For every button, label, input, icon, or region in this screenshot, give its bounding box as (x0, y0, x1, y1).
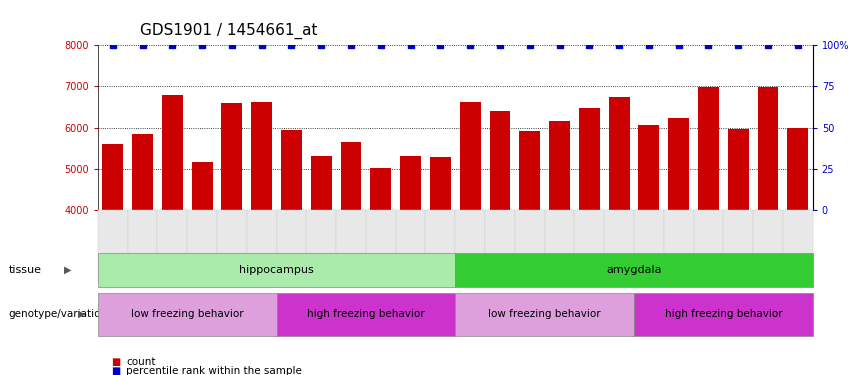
Bar (489, 111, 511, 210)
Bar (519, 131, 540, 210)
Bar (281, 130, 302, 210)
Bar (221, 103, 243, 210)
Bar (787, 128, 808, 210)
Text: genotype/variation: genotype/variation (9, 309, 107, 319)
Bar (668, 118, 689, 210)
Text: amygdala: amygdala (606, 265, 662, 275)
Bar (549, 121, 570, 210)
Bar (579, 108, 600, 210)
Bar (370, 168, 391, 210)
Bar (132, 134, 153, 210)
Text: low freezing behavior: low freezing behavior (488, 309, 601, 319)
Bar (757, 87, 779, 210)
Bar (608, 97, 630, 210)
Text: high freezing behavior: high freezing behavior (665, 309, 782, 319)
Text: ■: ■ (111, 357, 120, 367)
Bar (638, 125, 660, 210)
Text: high freezing behavior: high freezing behavior (307, 309, 425, 319)
Text: ■: ■ (111, 366, 120, 375)
Bar (251, 102, 272, 210)
Bar (340, 142, 362, 210)
Text: ▶: ▶ (78, 309, 86, 319)
Text: count: count (126, 357, 156, 367)
Text: percentile rank within the sample: percentile rank within the sample (126, 366, 302, 375)
Bar (400, 156, 421, 210)
Text: hippocampus: hippocampus (239, 265, 314, 275)
Bar (311, 156, 332, 210)
Bar (728, 129, 749, 210)
Bar (430, 157, 451, 210)
Bar (191, 162, 213, 210)
Bar (460, 102, 481, 210)
Bar (102, 144, 123, 210)
Text: ▶: ▶ (64, 265, 71, 275)
Bar (698, 87, 719, 210)
Text: tissue: tissue (9, 265, 42, 275)
Text: GDS1901 / 1454661_at: GDS1901 / 1454661_at (140, 22, 318, 39)
Bar (162, 95, 183, 210)
Text: low freezing behavior: low freezing behavior (131, 309, 243, 319)
